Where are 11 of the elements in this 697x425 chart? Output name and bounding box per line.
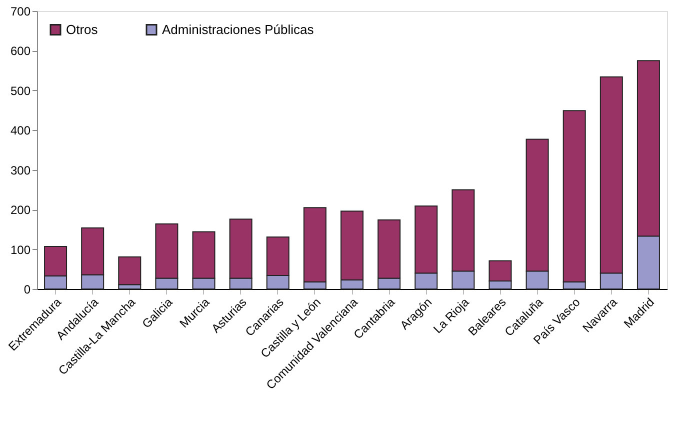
y-tick-label: 100 [10,242,31,257]
legend-label: Otros [66,22,98,37]
y-tick-label: 700 [10,4,31,18]
y-tick-label: 200 [10,203,31,218]
y-tick-label: 500 [10,84,31,98]
y-tick-label: 600 [10,44,31,58]
bar [118,256,142,286]
y-tick-label: 400 [10,124,31,138]
y-tick-label: 0 [24,282,31,296]
legend-label: Administraciones Públicas [162,22,314,37]
y-tick-label: 300 [10,163,31,178]
